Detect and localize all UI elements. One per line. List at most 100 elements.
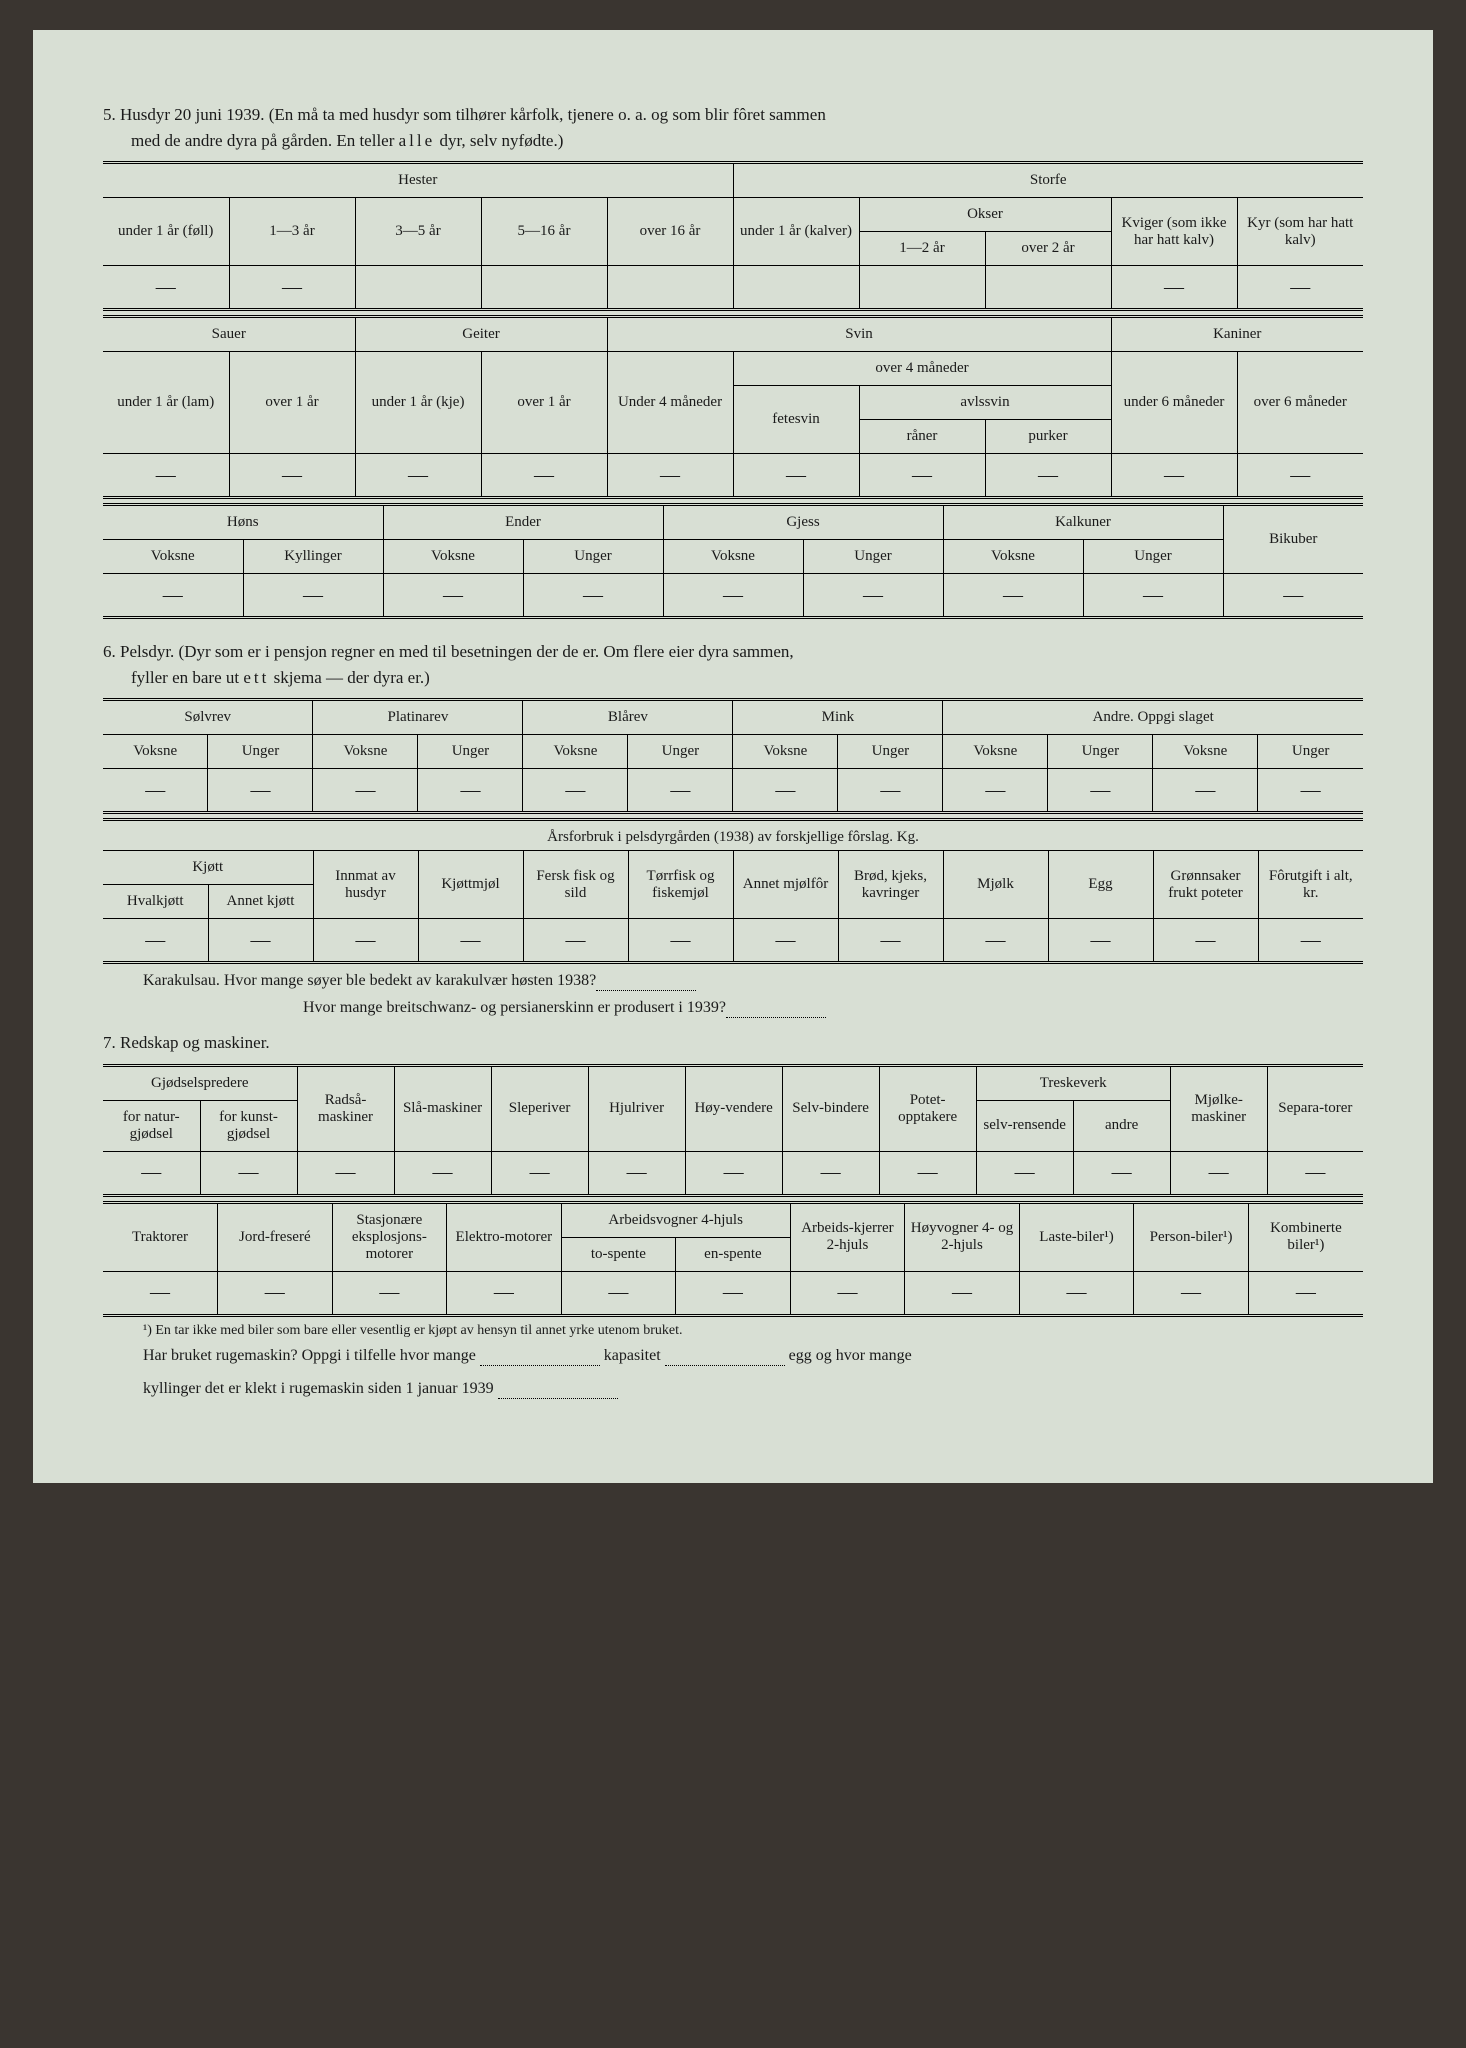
col-unger: Unger — [1258, 735, 1363, 769]
rugemaskin-q1: Har bruket rugemaskin? Oppgi i tilfelle … — [143, 1347, 1363, 1366]
cell: — — [879, 1151, 976, 1195]
cell: — — [1134, 1271, 1249, 1315]
col-under1-foll: under 1 år (føll) — [103, 198, 229, 266]
col-okser: Okser — [859, 198, 1111, 232]
section-6-emphasis: ett — [243, 668, 269, 687]
cell: — — [1019, 1271, 1134, 1315]
gjodsel-header: Gjødselspredere — [103, 1065, 297, 1100]
cell: — — [1048, 919, 1153, 963]
cell: — — [297, 1151, 394, 1195]
fill-blank — [726, 999, 826, 1018]
col-sleperiver: Sleperiver — [491, 1065, 588, 1151]
col-unger: Unger — [838, 735, 943, 769]
cell — [985, 266, 1111, 310]
cell: — — [905, 1271, 1020, 1315]
section-6-number: 6. — [103, 642, 116, 661]
col-3-5: 3—5 år — [355, 198, 481, 266]
col-voksne: Voksne — [943, 735, 1048, 769]
col-okser-over2: over 2 år — [985, 232, 1111, 266]
col-voksne: Voksne — [733, 735, 838, 769]
cell: — — [1111, 266, 1237, 310]
cell: — — [1223, 574, 1363, 618]
blarev-header: Blårev — [523, 700, 733, 735]
cell: — — [394, 1151, 491, 1195]
cell: — — [383, 574, 523, 618]
col-raner: råner — [859, 420, 985, 454]
arsforbruk-caption: Årsforbruk i pelsdyrgården (1938) av for… — [103, 820, 1363, 851]
cell: — — [332, 1271, 447, 1315]
andre-header: Andre. Oppgi slaget — [943, 700, 1363, 735]
cell: — — [838, 919, 943, 963]
col-ferskfisk: Fersk fisk og sild — [523, 851, 628, 919]
col-selvrens: selv-rensende — [976, 1100, 1073, 1151]
cell: — — [418, 919, 523, 963]
table-sauer-geiter-svin-kaniner: Sauer Geiter Svin Kaniner under 1 år (la… — [103, 315, 1363, 499]
section-6-line2a: fyller en bare ut — [131, 668, 243, 687]
cell: — — [1258, 919, 1363, 963]
arbeidsvogner-header: Arbeidsvogner 4-hjuls — [561, 1202, 790, 1237]
cell: — — [103, 454, 229, 498]
col-kombinerte: Kombinerte biler¹) — [1248, 1202, 1363, 1271]
col-kjottmjol: Kjøttmjøl — [418, 851, 523, 919]
cell: — — [985, 454, 1111, 498]
kalkuner-header: Kalkuner — [943, 505, 1223, 540]
col-andre: andre — [1073, 1100, 1170, 1151]
cell: — — [355, 454, 481, 498]
col-fetesvin: fetesvin — [733, 386, 859, 454]
section-7-title: Redskap og maskiner. — [120, 1033, 270, 1052]
cell: — — [1267, 1151, 1363, 1195]
cell: — — [447, 1271, 562, 1315]
col-kalkuner-unger: Unger — [1083, 540, 1223, 574]
col-egg: Egg — [1048, 851, 1153, 919]
col-under1-kje: under 1 år (kje) — [355, 352, 481, 454]
col-1-3: 1—3 år — [229, 198, 355, 266]
cell: — — [523, 574, 663, 618]
col-under4m: Under 4 måneder — [607, 352, 733, 454]
karakul-q1: Karakulsau. Hvor mange søyer ble bedekt … — [143, 972, 1363, 991]
cell: — — [1073, 1151, 1170, 1195]
section-5-line2a: med de andre dyra på gården. En teller — [131, 131, 399, 150]
footnote-1: ¹) En tar ikke med biler som bare eller … — [143, 1323, 1363, 1339]
col-hons-voksne: Voksne — [103, 540, 243, 574]
cell: — — [103, 574, 243, 618]
col-sauer-over1: over 1 år — [229, 352, 355, 454]
bikuber-header: Bikuber — [1223, 505, 1363, 574]
col-over4m: over 4 måneder — [733, 352, 1111, 386]
cell: — — [1237, 266, 1363, 310]
section-7-number: 7. — [103, 1033, 116, 1052]
karakul-q2: Hvor mange breitschwanz- og persianerski… — [303, 999, 1363, 1018]
col-selv: Selv-bindere — [782, 1065, 879, 1151]
col-laste: Laste-biler¹) — [1019, 1202, 1134, 1271]
cell: — — [229, 266, 355, 310]
col-ender-voksne: Voksne — [383, 540, 523, 574]
cell: — — [790, 1271, 905, 1315]
cell: — — [491, 1151, 588, 1195]
solvrev-header: Sølvrev — [103, 700, 313, 735]
col-5-16: 5—16 år — [481, 198, 607, 266]
cell — [733, 266, 859, 310]
cell: — — [628, 919, 733, 963]
col-purker: purker — [985, 420, 1111, 454]
cell: — — [418, 769, 523, 813]
cell: — — [1048, 769, 1153, 813]
col-annet: Annet mjølfôr — [733, 851, 838, 919]
cell: — — [208, 919, 313, 963]
cell: — — [588, 1151, 685, 1195]
section-5-header: 5. Husdyr 20 juni 1939. (En må ta med hu… — [103, 102, 1363, 153]
col-under1-kalver: under 1 år (kalver) — [733, 198, 859, 266]
fill-blank — [596, 972, 696, 991]
q1b: kapasitet — [604, 1347, 661, 1364]
col-hvalkjott: Hvalkjøtt — [103, 885, 208, 919]
col-mjolke: Mjølke-maskiner — [1170, 1065, 1267, 1151]
table-redskap-2: Traktorer Jord-freseré Stasjonære eksplo… — [103, 1201, 1363, 1317]
col-kunst: for kunst-gjødsel — [200, 1100, 297, 1151]
cell: — — [1153, 769, 1258, 813]
col-radsa: Radså-maskiner — [297, 1065, 394, 1151]
hons-header: Høns — [103, 505, 383, 540]
col-forutgift: Fôrutgift i alt, kr. — [1258, 851, 1363, 919]
cell: — — [103, 1271, 218, 1315]
col-gronn: Grønnsaker frukt poteter — [1153, 851, 1258, 919]
col-voksne: Voksne — [1153, 735, 1258, 769]
cell: — — [733, 454, 859, 498]
kjott-header: Kjøtt — [103, 851, 313, 885]
